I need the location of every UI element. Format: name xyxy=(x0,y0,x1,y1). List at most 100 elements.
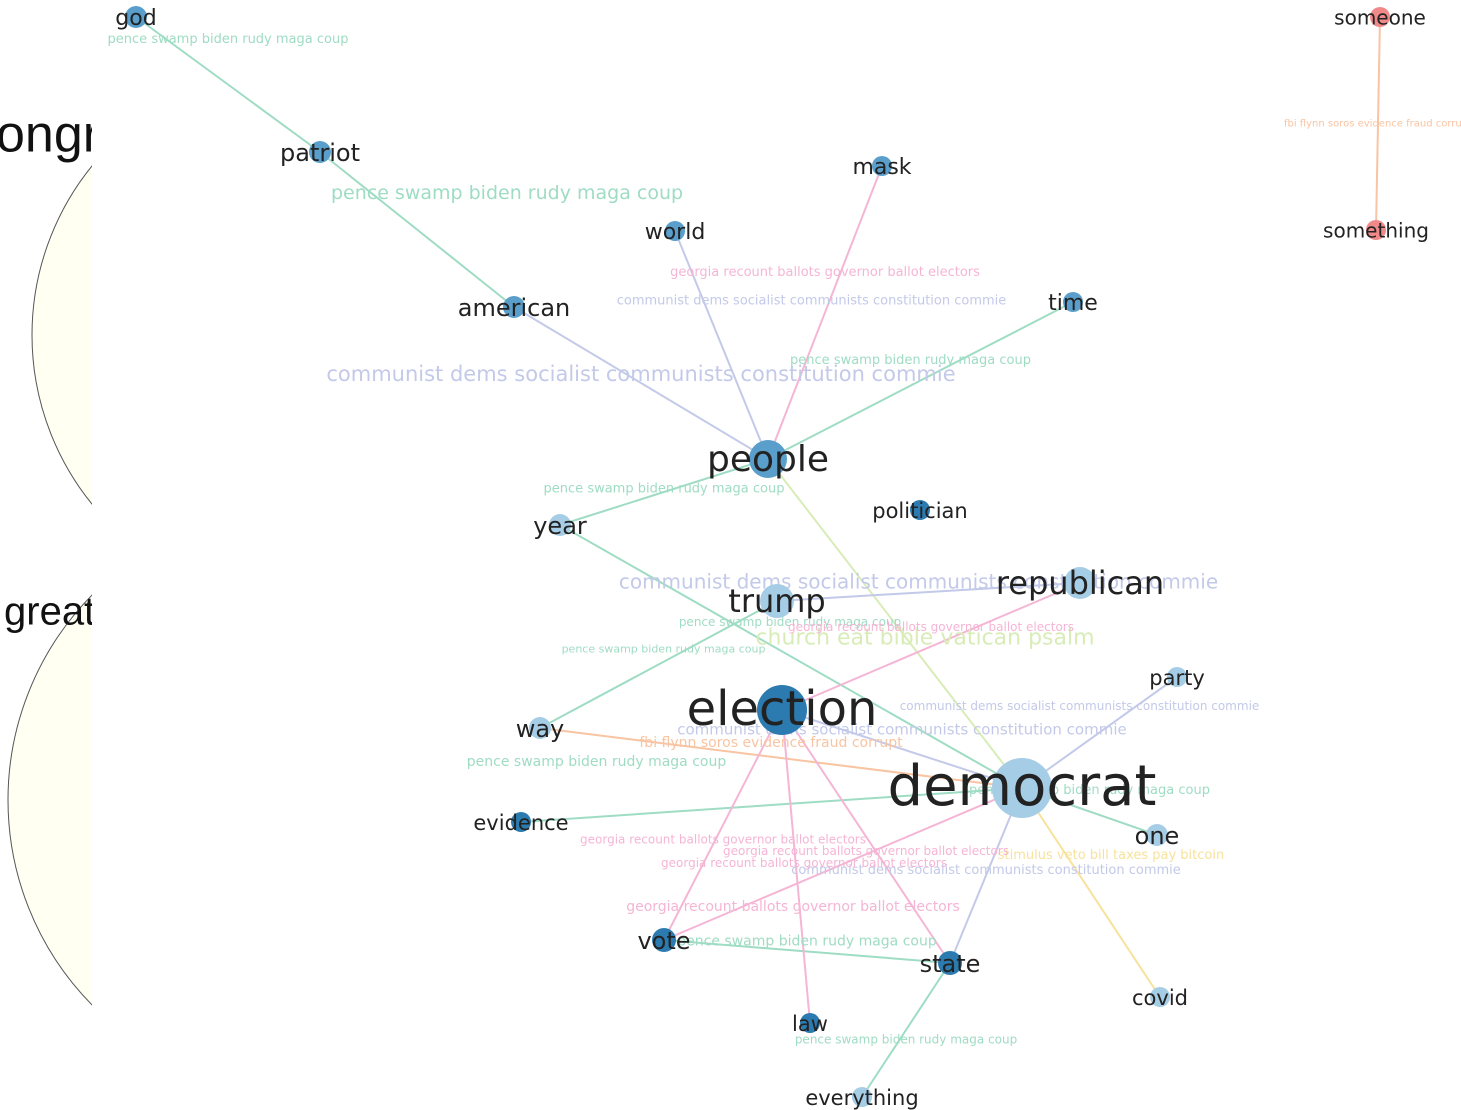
panel-title: ongr xyxy=(0,106,100,164)
node xyxy=(760,584,794,618)
node xyxy=(1146,824,1168,846)
edge-label: fbi flynn soros evidence fraud corrupt xyxy=(639,735,903,751)
edge-label: pence swamp biden rudy maga coup xyxy=(679,615,901,629)
node xyxy=(1063,292,1083,312)
node-label: evidence xyxy=(473,811,568,835)
edge-label: communist dems socialist communists cons… xyxy=(900,699,1260,713)
edge-label: pence swamp biden rudy maga coup xyxy=(467,754,727,770)
node xyxy=(665,221,685,241)
side-panels: ongr great xyxy=(0,106,100,1006)
edge xyxy=(513,306,769,460)
node xyxy=(910,500,930,520)
edge-label: pence swamp biden rudy maga coup xyxy=(544,482,785,497)
edge-label: pence swamp biden rudy maga coup xyxy=(790,353,1031,368)
edge-label: fbi flynn soros evidence fraud corrupt xyxy=(1284,119,1461,130)
node xyxy=(1064,567,1096,599)
node-label: god xyxy=(115,6,156,31)
edge xyxy=(781,709,1023,789)
edge xyxy=(781,709,811,1024)
edge xyxy=(319,151,515,308)
edge-label: stimulus veto bill taxes pay bitcoin xyxy=(998,848,1224,863)
edge xyxy=(663,709,783,941)
edge-label: pence swamp biden rudy maga coup xyxy=(795,1033,1017,1047)
edge xyxy=(559,458,769,526)
edge-label: georgia recount ballots governor ballot … xyxy=(661,856,947,870)
node xyxy=(1150,987,1170,1007)
edge-label: pence swamp biden rudy maga coup xyxy=(562,643,766,656)
edge-label: pence swamp biden rudy maga coup xyxy=(677,934,937,950)
edge-label: georgia recount ballots governor ballot … xyxy=(626,899,960,915)
edge xyxy=(663,939,951,964)
node-label: mask xyxy=(852,155,911,180)
edge-label: georgia recount ballots governor ballot … xyxy=(670,265,980,280)
node xyxy=(992,758,1052,818)
panel-circle xyxy=(31,165,92,505)
node xyxy=(800,1013,820,1033)
node xyxy=(1167,667,1187,687)
node-label: trump xyxy=(728,582,825,620)
node xyxy=(938,951,962,975)
node-label: one xyxy=(1135,822,1180,850)
edge xyxy=(1375,16,1381,231)
node-label: everything xyxy=(805,1086,918,1110)
node-label: law xyxy=(792,1012,828,1036)
edge-label: communist dems socialist communists cons… xyxy=(326,362,955,386)
edge-label: church eat bible vatican psalm xyxy=(755,626,1094,651)
node xyxy=(511,812,531,832)
edge xyxy=(767,165,883,460)
node-label: year xyxy=(533,512,587,540)
node-label: party xyxy=(1149,666,1205,690)
edge xyxy=(520,787,1023,823)
edge-label: georgia recount ballots governor ballot … xyxy=(580,833,866,847)
node xyxy=(125,6,147,28)
node-label: american xyxy=(458,294,571,322)
edge xyxy=(1021,787,1161,998)
edge xyxy=(539,600,778,729)
edge-label: communist dems socialist communists cons… xyxy=(791,863,1181,878)
edge xyxy=(674,230,769,460)
edge xyxy=(781,582,1081,711)
node xyxy=(852,1087,872,1107)
edge-label: pence swamp biden rudy maga coup xyxy=(108,32,349,47)
node-label: politician xyxy=(872,499,967,523)
node-label: someone xyxy=(1334,6,1426,30)
edge-label: georgia recount ballots governor ballot … xyxy=(788,620,1074,634)
edge-label: communist dems socialist communists cons… xyxy=(617,294,1007,309)
edge-labels: pence swamp biden rudy maga coup pence sw… xyxy=(108,32,1461,1047)
edge xyxy=(781,709,951,964)
node xyxy=(1366,220,1386,240)
node-label: vote xyxy=(637,927,690,955)
panel-title: great xyxy=(4,590,95,634)
edge xyxy=(559,524,1023,789)
node-label: republican xyxy=(996,564,1164,602)
node xyxy=(872,156,892,176)
node-label: way xyxy=(516,715,565,743)
node xyxy=(529,717,551,739)
node xyxy=(503,296,525,318)
edge xyxy=(663,787,1023,941)
edge xyxy=(776,582,1081,602)
node xyxy=(309,141,331,163)
node-label: covid xyxy=(1132,986,1188,1010)
node xyxy=(1370,7,1390,27)
node-label: people xyxy=(707,439,829,480)
node xyxy=(749,440,787,478)
panel-circle xyxy=(7,594,92,1006)
node xyxy=(652,928,676,952)
edge xyxy=(1021,676,1178,789)
edge xyxy=(539,727,1023,789)
edge xyxy=(135,16,321,153)
edge xyxy=(949,787,1023,964)
node-label: state xyxy=(920,950,981,978)
node-label: something xyxy=(1323,219,1429,243)
edge-label: pence swamp biden rudy maga coup xyxy=(331,182,683,204)
edge-label: communist dems socialist communists cons… xyxy=(619,570,1218,594)
node xyxy=(757,685,807,735)
edge xyxy=(767,458,1023,789)
node xyxy=(549,514,571,536)
nodes: god patriot american world mask time people yea… xyxy=(115,6,1429,1110)
node-label: time xyxy=(1048,291,1098,316)
node-label: patriot xyxy=(280,139,360,167)
edge-label: georgia recount ballots governor ballot … xyxy=(723,844,1009,858)
